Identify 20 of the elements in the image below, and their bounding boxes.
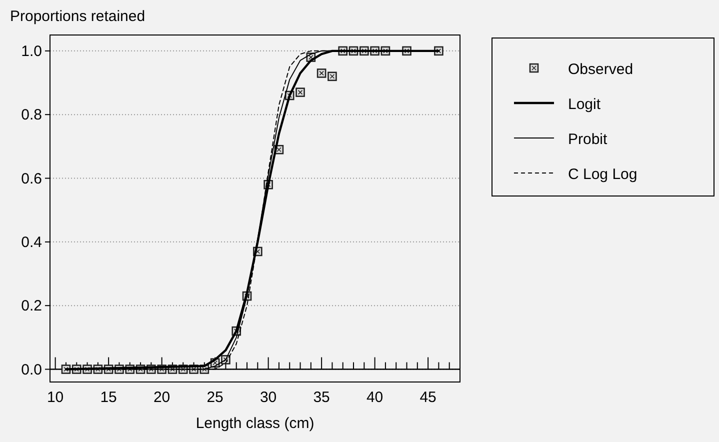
x-tick-label: 35 bbox=[313, 389, 330, 406]
x-axis-title: Length class (cm) bbox=[196, 415, 314, 432]
y-tick-label: 0.6 bbox=[21, 170, 42, 188]
x-tick-label: 10 bbox=[46, 389, 64, 406]
x-tick-label: 20 bbox=[153, 389, 170, 406]
y-axis-title: Proportions retained bbox=[10, 8, 146, 25]
legend-label: C Log Log bbox=[568, 166, 638, 183]
y-tick-label: 0.8 bbox=[21, 106, 42, 124]
x-tick-label: 40 bbox=[366, 389, 384, 406]
y-tick-label: 0.0 bbox=[21, 361, 42, 378]
y-tick-label: 1.0 bbox=[21, 42, 42, 60]
y-tick-label: 0.4 bbox=[21, 234, 42, 251]
legend-label: Logit bbox=[568, 96, 602, 113]
y-tick-label: 0.2 bbox=[21, 298, 42, 315]
x-tick-label: 30 bbox=[260, 389, 277, 406]
legend-label: Observed bbox=[568, 61, 634, 78]
x-tick-label: 15 bbox=[100, 389, 117, 406]
x-tick-label: 25 bbox=[206, 389, 224, 406]
legend-label: Probit bbox=[568, 131, 608, 148]
x-tick-label: 45 bbox=[420, 389, 436, 406]
